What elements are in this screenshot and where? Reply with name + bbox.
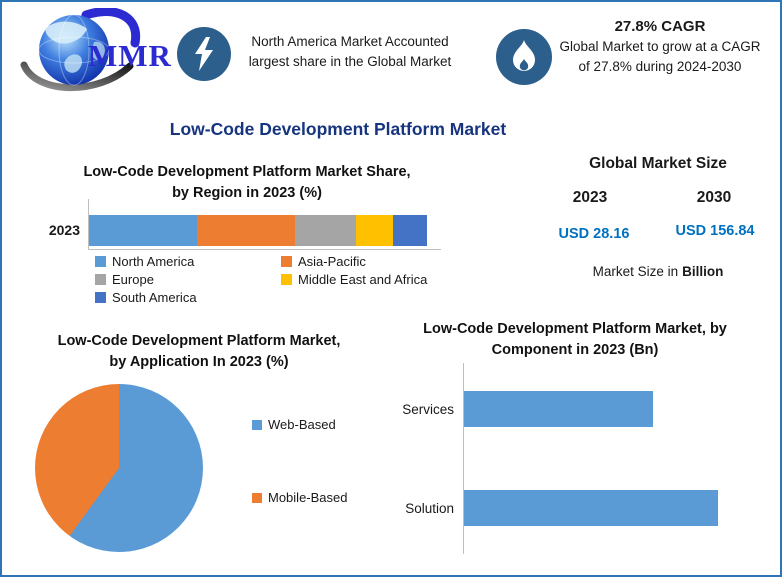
cagr-text: Global Market to grow at a CAGR of 27.8%…: [559, 39, 761, 74]
legend-item: South America: [95, 290, 281, 305]
region-legend: North America Asia-Pacific Europe Middle Ea…: [95, 254, 455, 305]
legend-label: Mobile-Based: [268, 490, 348, 505]
lightning-icon: [195, 37, 213, 71]
highlight-region-text: North America Market Accounted largest s…: [248, 34, 452, 69]
region-stacked-bar: [89, 215, 427, 246]
component-chart-title: Low-Code Development Platform Market, by…: [423, 321, 727, 359]
page-title: Low-Code Development Platform Market: [169, 119, 507, 139]
bar-segment: [295, 215, 356, 246]
market-size-value-2023: USD 28.16: [558, 226, 630, 242]
application-pie: [35, 384, 203, 552]
flame-icon: [513, 40, 535, 71]
legend-label: Europe: [112, 272, 154, 287]
bar-segment: [356, 215, 394, 246]
market-size-year-2030: 2030: [696, 189, 732, 206]
bar-solution: [464, 490, 719, 526]
component-bar-row-solution: [464, 490, 764, 526]
region-x-axis: [88, 249, 441, 250]
market-size-note-unit: Billion: [682, 264, 724, 279]
legend-swatch-icon: [252, 492, 262, 503]
region-chart-title: Low-Code Development Platform Market Sha…: [83, 164, 411, 202]
region-y-axis: [88, 199, 89, 250]
legend-item: Asia-Pacific: [281, 254, 455, 269]
legend-swatch-icon: [252, 419, 262, 430]
legend-item: North America: [95, 254, 281, 269]
legend-swatch-icon: [95, 292, 106, 303]
legend-swatch-icon: [281, 256, 292, 267]
brand-logo: MMR: [16, 7, 186, 98]
legend-label: Asia-Pacific: [298, 254, 366, 269]
application-chart-title: Low-Code Development Platform Market, by…: [57, 333, 341, 371]
market-size-note-prefix: Market Size in: [592, 264, 679, 279]
legend-swatch-icon: [95, 256, 106, 267]
logo-text: MMR: [88, 38, 172, 73]
legend-swatch-icon: [95, 274, 106, 285]
bar-segment: [197, 215, 296, 246]
component-y-axis: [463, 363, 464, 554]
pie-legend-item-web: Web-Based: [252, 417, 336, 432]
legend-label: Middle East and Africa: [298, 272, 428, 287]
flame-badge: [496, 29, 552, 85]
legend-item: Europe: [95, 272, 281, 287]
bar-segment: [393, 215, 427, 246]
legend-item: Middle East and Africa: [281, 272, 455, 287]
legend-swatch-icon: [281, 274, 292, 285]
bar-segment: [89, 215, 198, 246]
region-category-label: 2023: [48, 222, 80, 238]
cagr-title: 27.8% CAGR: [614, 18, 706, 35]
globe-swoosh-icon: [20, 7, 141, 92]
lightning-badge: [177, 27, 231, 81]
pie-legend-item-mobile: Mobile-Based: [252, 490, 348, 505]
component-category-services: Services: [402, 402, 454, 417]
market-size-note: Market Size in Billion: [542, 264, 774, 279]
bar-services: [464, 391, 654, 427]
component-category-solution: Solution: [405, 501, 454, 516]
legend-label: Web-Based: [268, 417, 336, 432]
market-size-value-2030: USD 156.84: [675, 223, 755, 239]
market-size-year-2023: 2023: [572, 189, 608, 206]
market-size-title: Global Market Size: [589, 155, 727, 172]
highlight-cagr: 27.8% CAGR Global Market to grow at a CA…: [554, 18, 766, 76]
component-bar-row-services: [464, 391, 764, 427]
legend-label: North America: [112, 254, 195, 269]
legend-label: South America: [112, 290, 197, 305]
